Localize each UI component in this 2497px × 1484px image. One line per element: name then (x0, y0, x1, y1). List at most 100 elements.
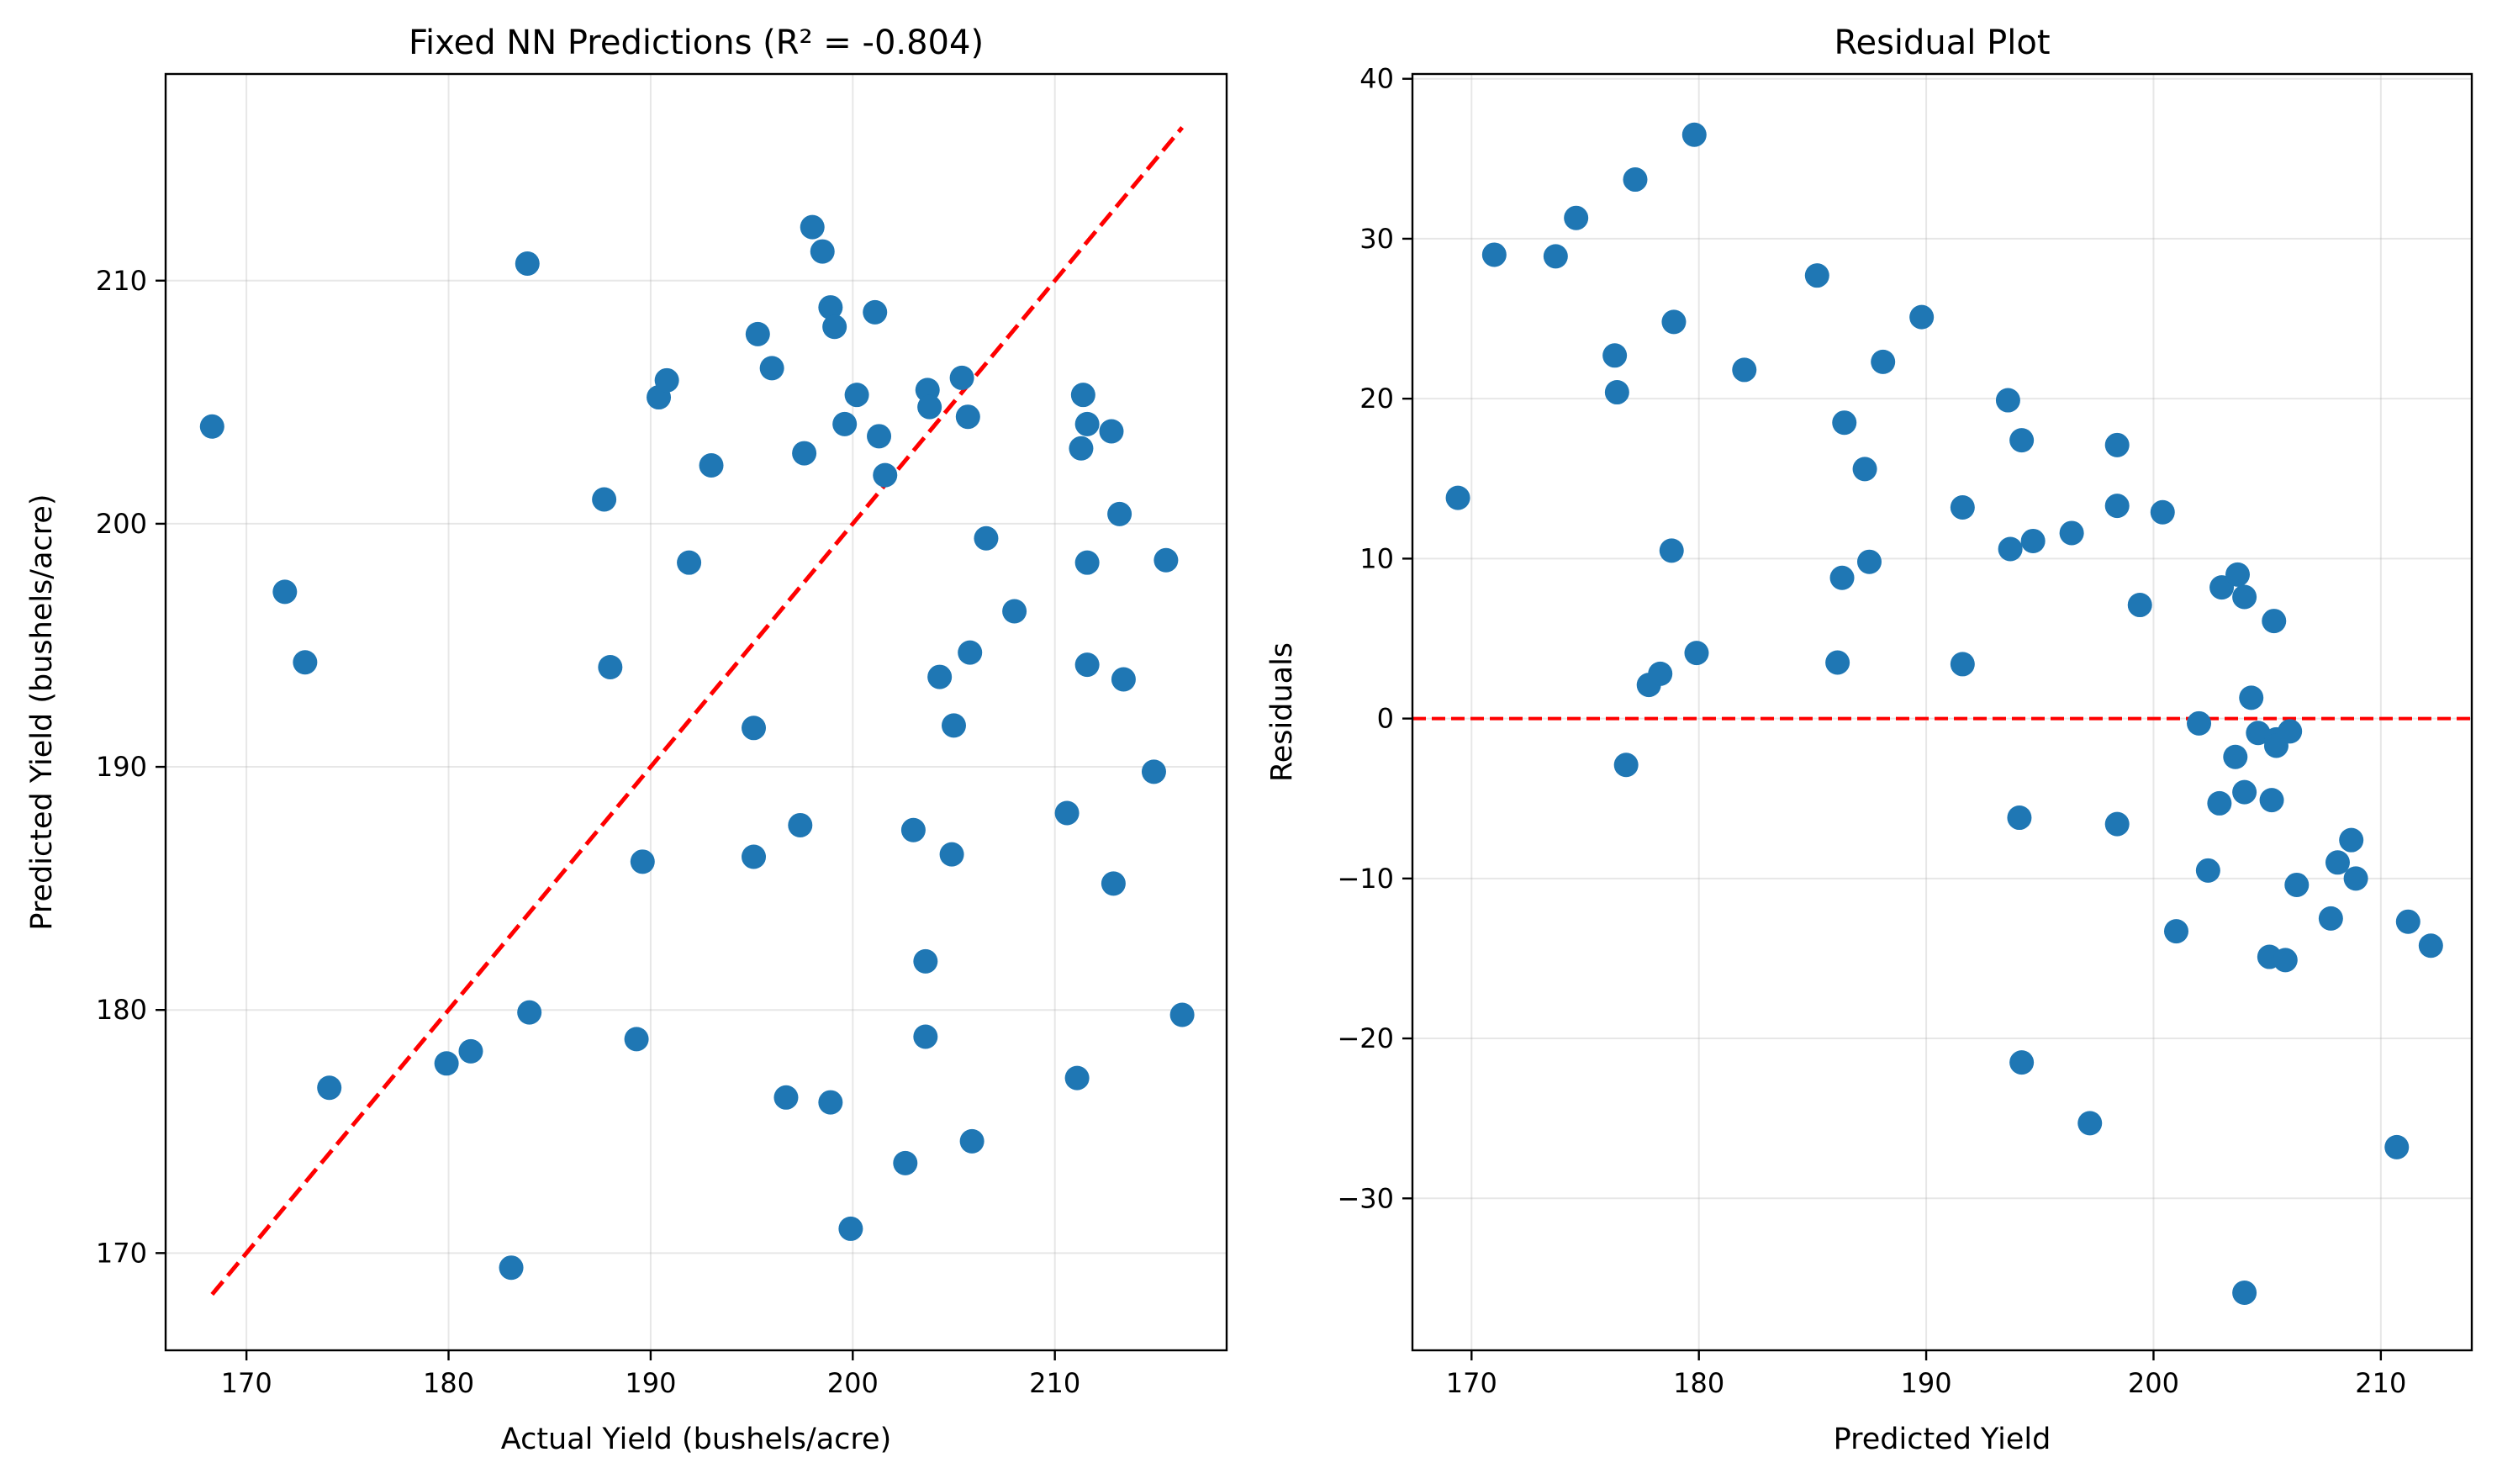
residual-data-point (2278, 719, 2303, 744)
predictions-data-point (1054, 800, 1080, 826)
predictions-data-point (832, 411, 858, 436)
predictions-x-tick-label: 170 (221, 1367, 272, 1399)
predictions-data-point (592, 487, 617, 512)
residual-data-point (2273, 948, 2298, 973)
residual-data-point (1564, 205, 1589, 230)
predictions-points (199, 214, 1195, 1281)
residual-data-point (2059, 520, 2084, 546)
residual-data-point (2232, 1281, 2257, 1306)
predictions-data-point (792, 441, 817, 466)
residual-data-point (2239, 685, 2264, 710)
predictions-data-point (1101, 871, 1126, 896)
predictions-data-point (458, 1038, 483, 1064)
residual-data-point (1856, 549, 1882, 574)
residual-data-point (2418, 933, 2443, 959)
residual-data-point (2187, 710, 2212, 736)
residual-points (1445, 122, 2443, 1306)
predictions-data-point (773, 1085, 799, 1110)
residual-y-tick-label: 30 (1359, 223, 1394, 255)
predictions-data-point (1074, 411, 1100, 436)
predictions-data-point (199, 414, 224, 439)
residual-data-point (2223, 744, 2248, 769)
predictions-y-tick-label: 190 (96, 751, 147, 783)
predictions-data-point (949, 365, 974, 390)
residual-data-point (2262, 609, 2287, 634)
predictions-data-point (499, 1255, 524, 1281)
residual-data-point (1852, 457, 1877, 482)
predictions-data-point (974, 525, 999, 551)
residual-x-axis-label: Predicted Yield (1834, 1423, 2051, 1456)
predictions-data-point (1099, 419, 1124, 444)
predictions-data-point (1169, 1002, 1195, 1027)
predictions-y-tick-label: 200 (96, 508, 147, 540)
residual-data-point (2232, 584, 2257, 610)
predictions-data-point (1070, 383, 1095, 408)
predictions-data-point (955, 404, 980, 430)
residual-data-point (1909, 304, 1935, 330)
residual-data-point (2343, 866, 2368, 891)
predictions-data-point (1074, 652, 1100, 678)
residual-y-tick-label: 10 (1359, 542, 1394, 574)
residual-grid (1412, 74, 2472, 1350)
predictions-data-point (699, 453, 724, 478)
predictions-data-point (1153, 547, 1179, 573)
predictions-y-tick-label: 170 (96, 1237, 147, 1269)
predictions-data-point (927, 664, 953, 689)
predictions-data-point (818, 295, 843, 320)
predictions-data-point (272, 579, 298, 605)
predictions-data-point (742, 844, 767, 869)
residual-data-point (2009, 428, 2035, 453)
predictions-data-point (917, 394, 942, 420)
residual-data-point (2225, 562, 2251, 587)
residual-data-point (1661, 309, 1687, 335)
predictions-data-point (515, 251, 540, 277)
predictions-data-point (434, 1051, 459, 1076)
residual-data-point (2127, 593, 2152, 618)
predictions-x-axis-label: Actual Yield (bushels/acre) (501, 1423, 892, 1456)
residual-data-point (2007, 805, 2032, 831)
residual-y-tick-label: −20 (1337, 1022, 1394, 1054)
residual-data-point (1481, 242, 1507, 267)
predictions-data-point (838, 1216, 863, 1241)
predictions-data-point (598, 655, 623, 680)
residual-data-point (2150, 499, 2175, 525)
residual-data-point (1613, 753, 1639, 778)
residual-data-point (1732, 357, 1757, 383)
predictions-data-point (958, 640, 983, 665)
predictions-data-point (913, 1024, 938, 1049)
residual-data-point (1995, 388, 2020, 413)
residual-scatter-chart: Residual Plot 170 180 190 200 210−30−20−1001… (1265, 24, 2473, 1456)
residual-data-point (2207, 790, 2232, 816)
ideal-prediction-line (210, 126, 1185, 1297)
residual-x-tick-label: 210 (2355, 1367, 2406, 1399)
predictions-data-point (742, 716, 767, 741)
predictions-data-point (818, 1090, 843, 1115)
residual-data-point (1602, 343, 1628, 368)
predictions-data-point (863, 299, 888, 325)
residual-data-point (1832, 410, 1857, 436)
predictions-data-point (959, 1128, 985, 1154)
residual-data-point (1871, 349, 1896, 374)
predictions-data-point (1069, 436, 1094, 461)
predictions-plot-frame (164, 72, 1228, 1352)
residual-data-point (2077, 1111, 2103, 1136)
residual-data-point (2259, 788, 2284, 813)
residual-data-point (2104, 811, 2130, 837)
residual-y-tick-label: 20 (1359, 383, 1394, 415)
residual-data-point (1604, 380, 1629, 405)
predictions-y-tick-label: 180 (96, 994, 147, 1026)
predictions-data-point (677, 550, 702, 575)
predictions-data-point (939, 842, 964, 867)
predictions-data-point (517, 1000, 542, 1025)
residual-x-tick-label: 170 (1446, 1367, 1497, 1399)
predictions-data-point (941, 713, 966, 738)
residual-data-point (2395, 909, 2420, 934)
residual-data-point (2163, 919, 2188, 944)
residual-y-tick-label: −30 (1337, 1182, 1394, 1214)
residual-data-point (2384, 1134, 2410, 1159)
residual-data-point (1659, 538, 1684, 563)
predictions-data-point (317, 1075, 342, 1101)
residual-data-point (2009, 1050, 2035, 1075)
predictions-x-tick-label: 210 (1029, 1367, 1080, 1399)
